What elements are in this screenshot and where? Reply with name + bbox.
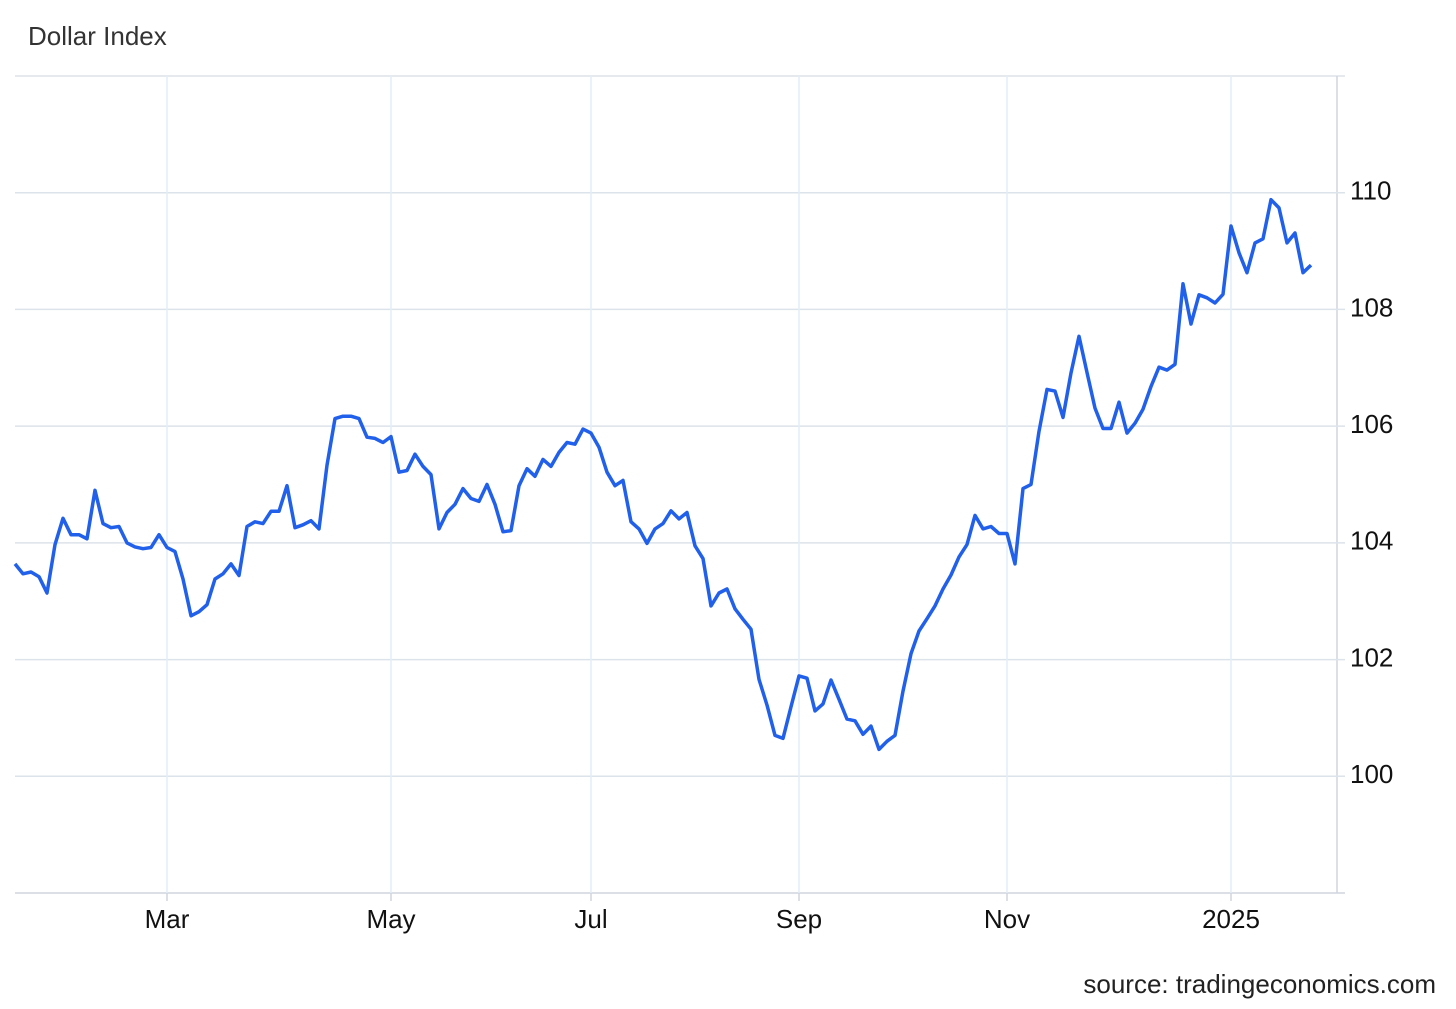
data-line [13, 197, 1313, 752]
y-tick-label: 104 [1350, 526, 1393, 556]
y-tick-label: 102 [1350, 642, 1393, 672]
x-tick-label: Sep [776, 904, 822, 934]
chart-title: Dollar Index [28, 21, 167, 51]
x-tick-label: Nov [984, 904, 1030, 934]
x-tick-label: Mar [145, 904, 190, 934]
y-tick-label: 106 [1350, 409, 1393, 439]
y-tick-label: 108 [1350, 292, 1393, 322]
x-tick-label: May [366, 904, 415, 934]
x-tick-label: Jul [574, 904, 607, 934]
x-tick-label: 2025 [1202, 904, 1260, 934]
y-tick-label: 110 [1350, 176, 1391, 206]
source-note: source: tradingeconomics.com [1083, 969, 1436, 999]
y-tick-label: 100 [1350, 759, 1393, 789]
